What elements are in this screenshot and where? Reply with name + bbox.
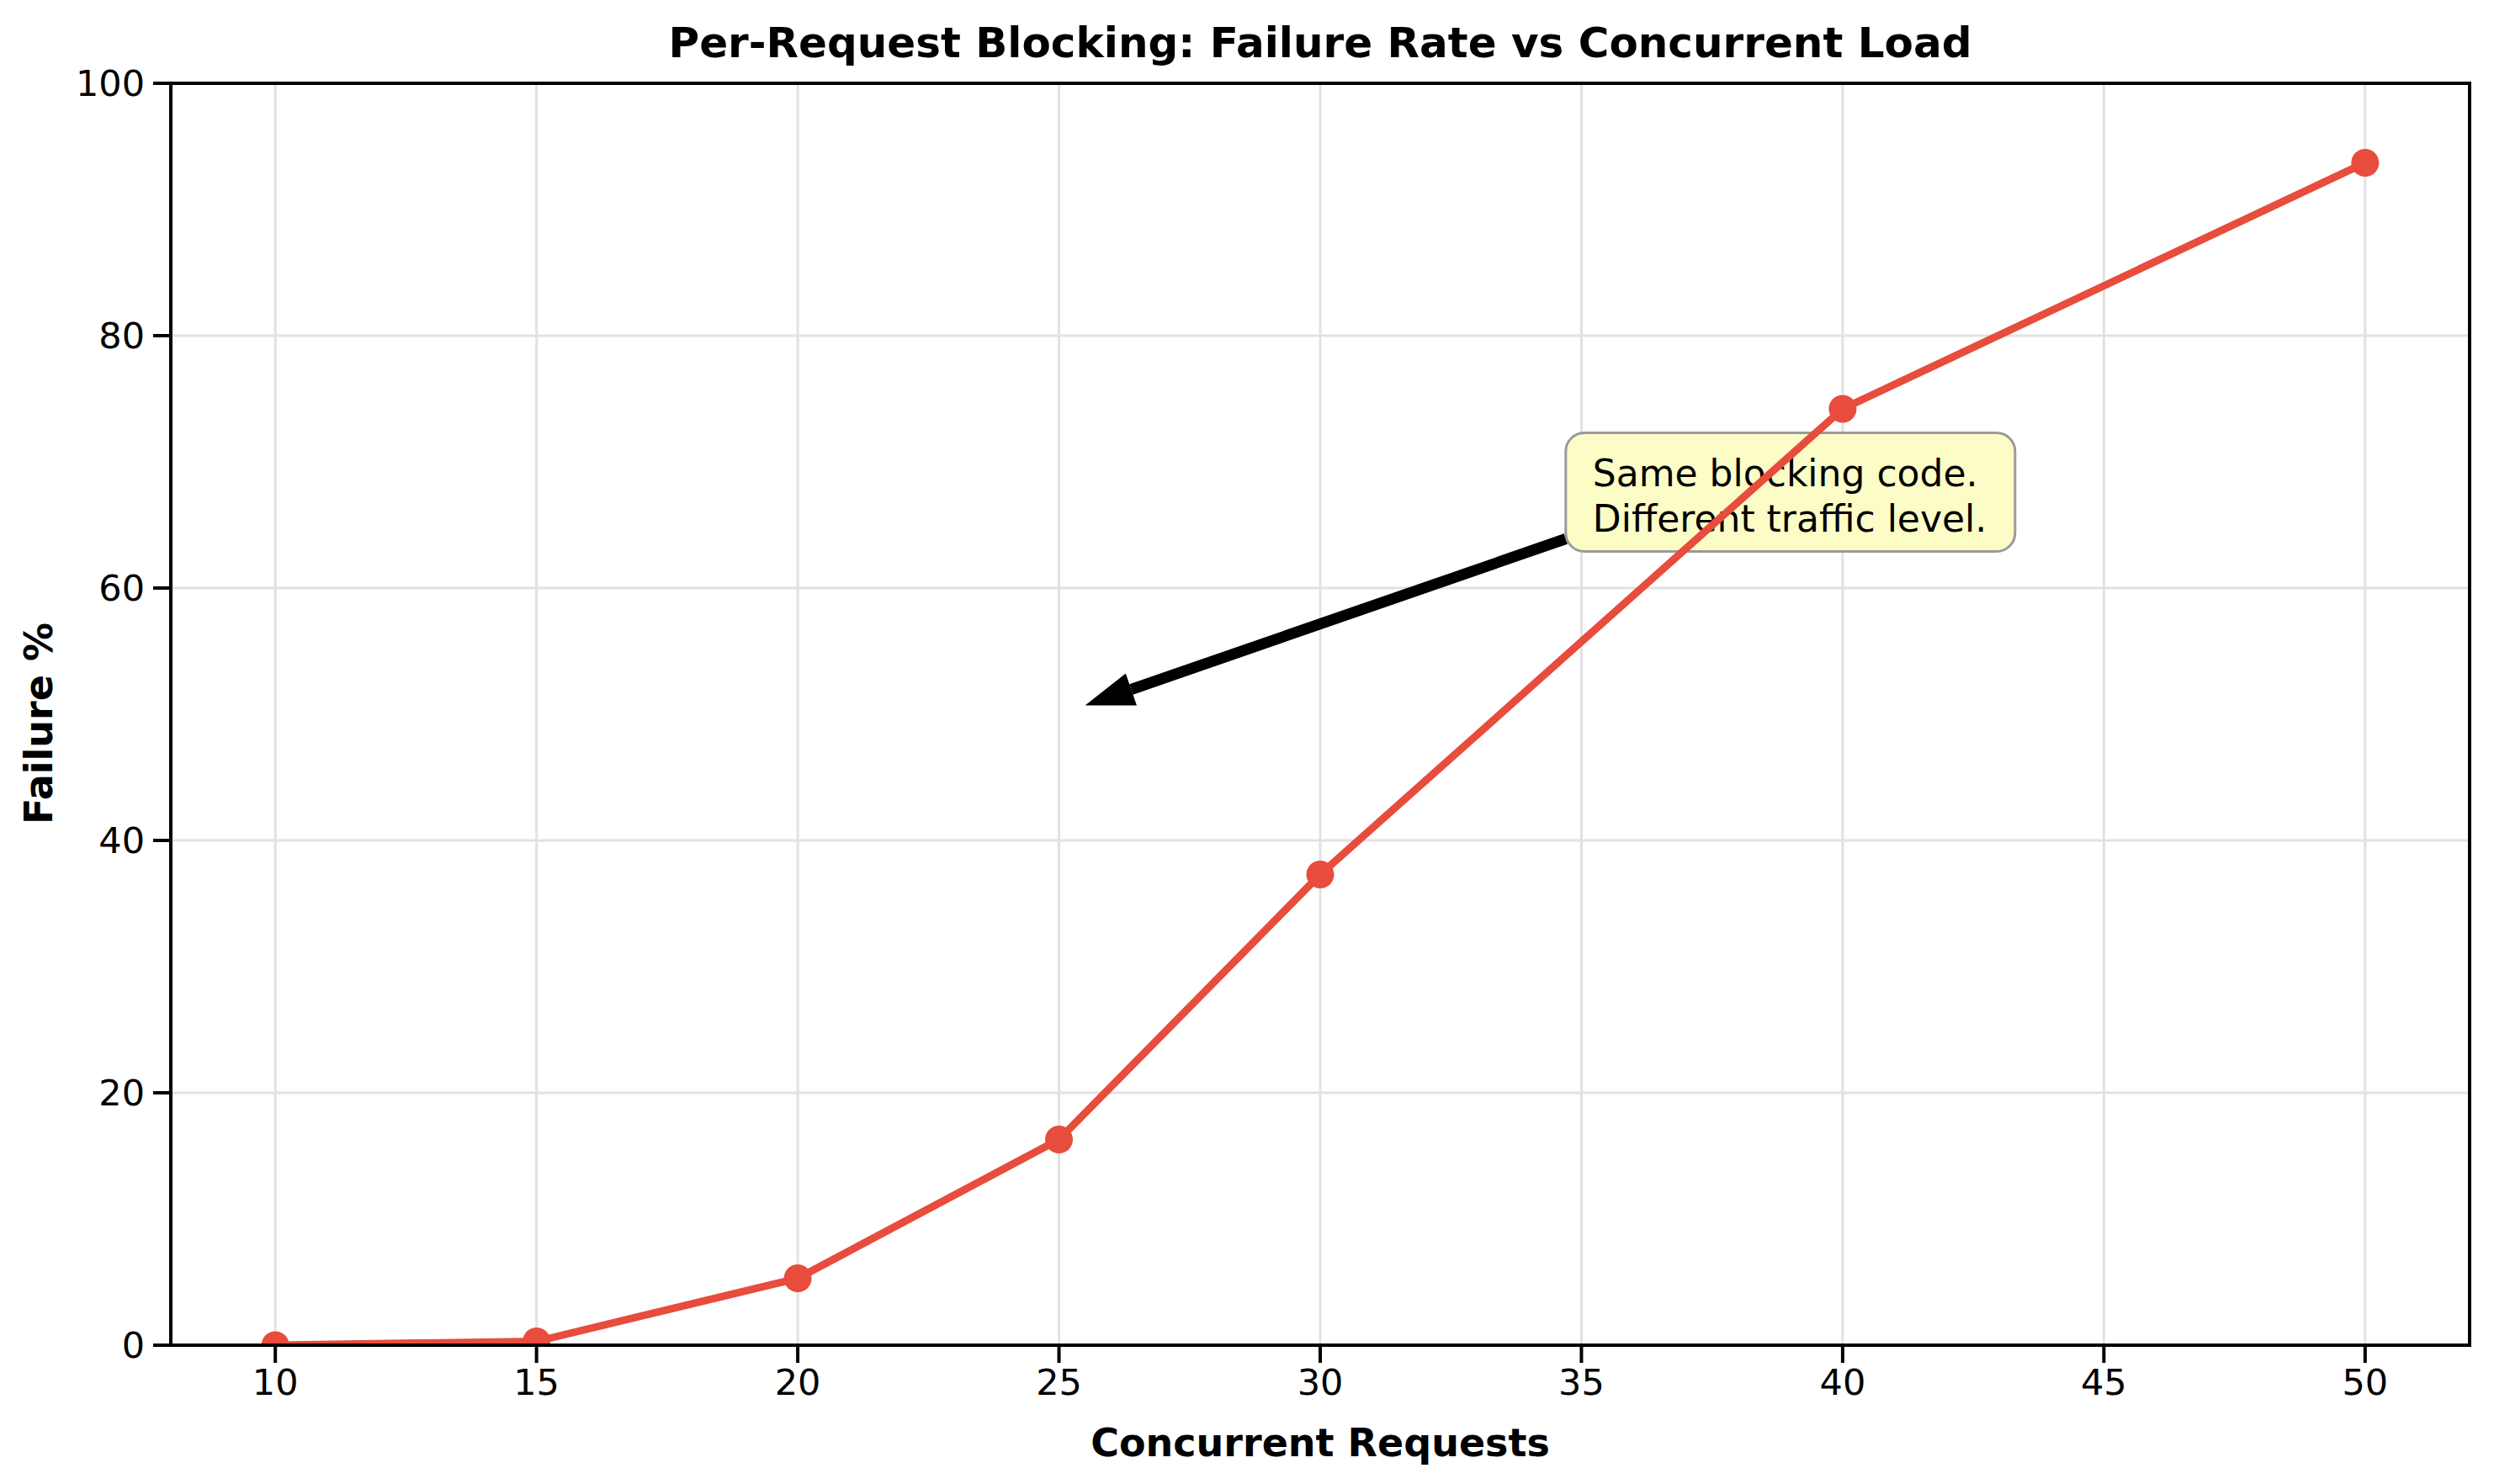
- x-tick-label: 35: [1558, 1361, 1605, 1403]
- data-point-marker: [1828, 395, 1856, 423]
- y-tick-label: 40: [98, 819, 145, 861]
- x-tick-label: 10: [252, 1361, 299, 1403]
- data-point-marker: [1045, 1126, 1073, 1153]
- annotation-text-line: Different traffic level.: [1593, 497, 1987, 540]
- y-tick-label: 60: [98, 567, 145, 609]
- x-axis-label: Concurrent Requests: [171, 1423, 2470, 1462]
- x-tick-label: 20: [775, 1361, 821, 1403]
- annotation-arrow-head: [1085, 674, 1137, 706]
- x-tick-label: 50: [2342, 1361, 2388, 1403]
- y-tick-label: 80: [98, 315, 145, 357]
- y-tick-label: 0: [122, 1324, 145, 1366]
- chart-title: Per-Request Blocking: Failure Rate vs Co…: [171, 22, 2470, 64]
- chart-canvas: Same blocking code.Different traffic lev…: [0, 0, 2494, 1484]
- x-tick-label: 45: [2081, 1361, 2127, 1403]
- data-point-marker: [2351, 149, 2379, 177]
- figure: Same blocking code.Different traffic lev…: [0, 0, 2494, 1484]
- x-tick-label: 15: [513, 1361, 560, 1403]
- y-tick-label: 20: [98, 1072, 145, 1114]
- data-point-marker: [1307, 861, 1335, 888]
- annotation-arrow-shaft: [1131, 539, 1565, 690]
- y-tick-label: 100: [76, 62, 145, 104]
- x-tick-label: 40: [1820, 1361, 1866, 1403]
- data-point-marker: [784, 1264, 812, 1292]
- x-tick-label: 30: [1297, 1361, 1344, 1403]
- x-tick-label: 25: [1036, 1361, 1082, 1403]
- y-axis-label: Failure %: [19, 623, 58, 824]
